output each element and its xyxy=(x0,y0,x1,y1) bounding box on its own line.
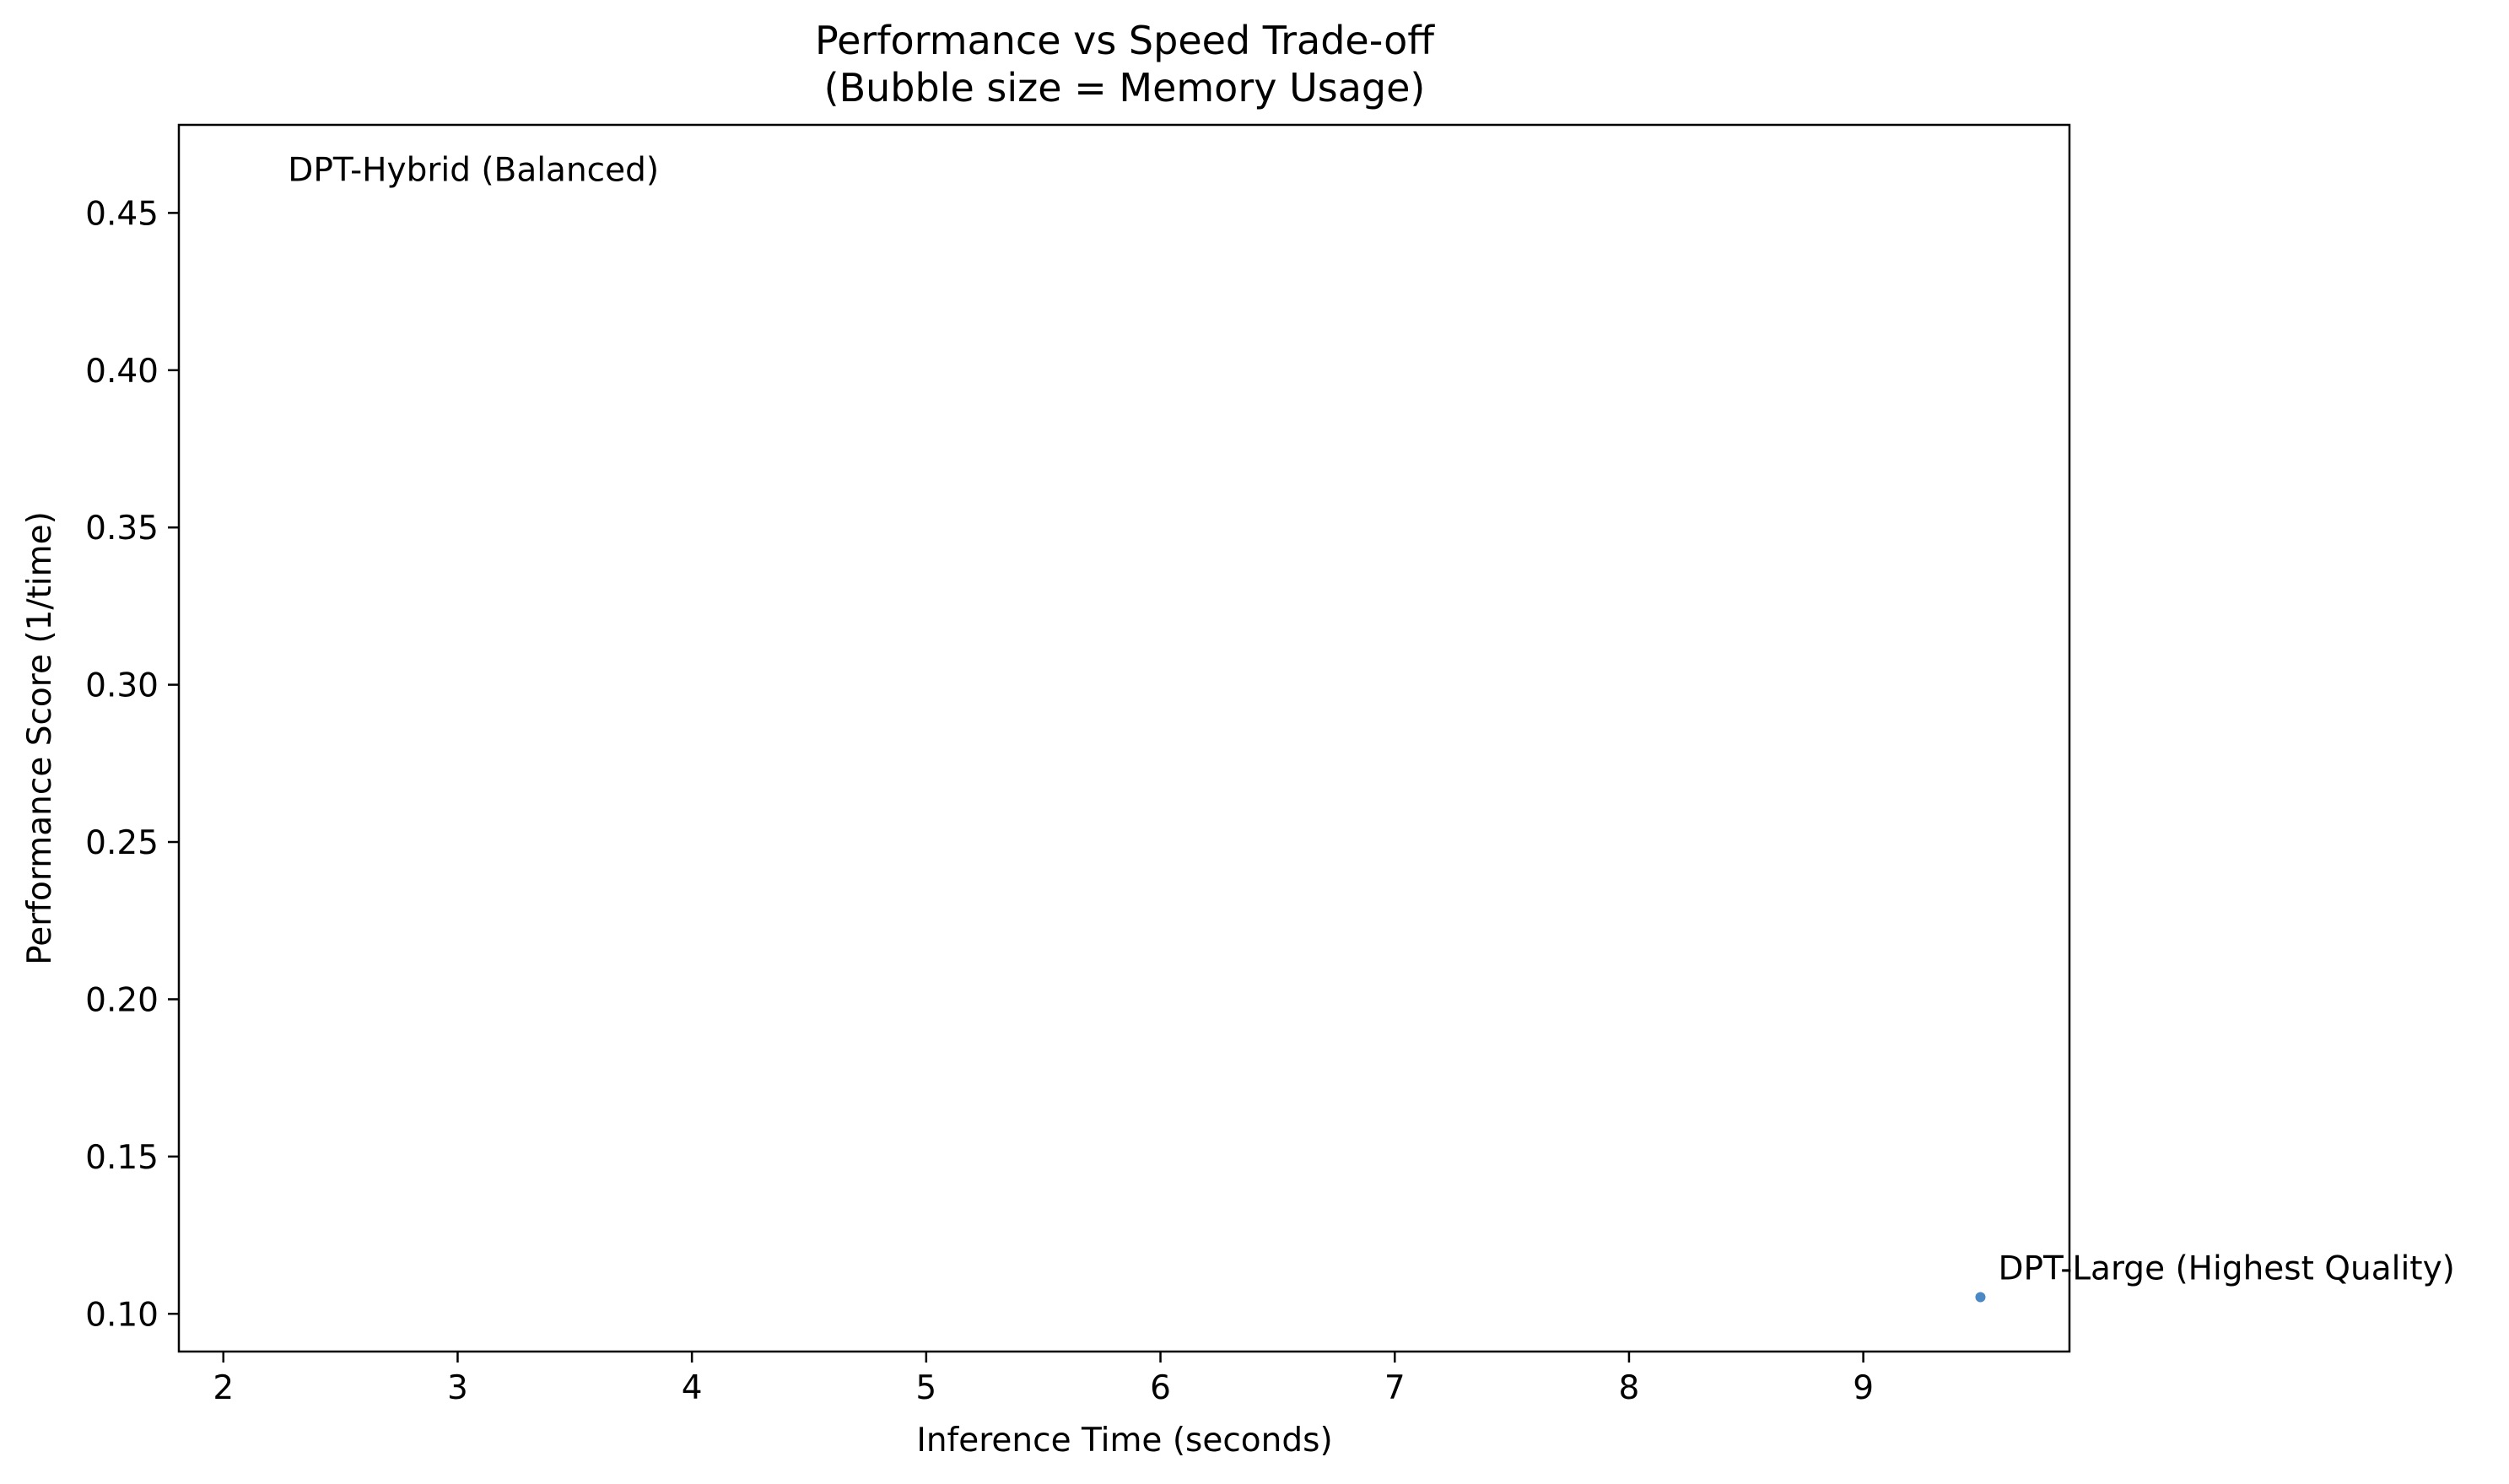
y-tick-label: 0.35 xyxy=(85,510,159,548)
y-axis-ticks: 0.10 0.15 0.20 0.25 0.30 0.35 0.40 0.45 xyxy=(85,195,179,1334)
chart-title: Performance vs Speed Trade-off xyxy=(815,18,1435,63)
y-tick-label: 0.45 xyxy=(85,195,159,233)
y-tick-label: 0.25 xyxy=(85,824,159,862)
point-annotations: DPT-Hybrid (Balanced) DPT-Large (Highest … xyxy=(288,152,2455,1288)
y-tick-label: 0.20 xyxy=(85,981,159,1019)
y-tick-label: 0.15 xyxy=(85,1139,159,1177)
x-tick-label: 6 xyxy=(1150,1369,1171,1407)
y-axis-label: Performance Score (1/time) xyxy=(21,511,59,965)
y-tick-label: 0.40 xyxy=(85,353,159,391)
y-tick-label: 0.30 xyxy=(85,667,159,705)
x-tick-label: 2 xyxy=(213,1369,234,1407)
x-axis-label: Inference Time (seconds) xyxy=(916,1422,1332,1460)
data-points xyxy=(1975,1292,1986,1303)
y-tick-label: 0.10 xyxy=(85,1296,159,1334)
x-tick-label: 9 xyxy=(1853,1369,1874,1407)
data-point xyxy=(1975,1292,1986,1303)
point-annotation: DPT-Large (Highest Quality) xyxy=(1998,1250,2454,1288)
x-tick-label: 3 xyxy=(447,1369,468,1407)
plot-area xyxy=(177,123,2071,1353)
x-tick-label: 5 xyxy=(915,1369,936,1407)
x-tick-label: 8 xyxy=(1619,1369,1640,1407)
x-tick-label: 4 xyxy=(682,1369,703,1407)
chart-subtitle: (Bubble size = Memory Usage) xyxy=(824,65,1426,111)
point-annotation: DPT-Hybrid (Balanced) xyxy=(288,152,659,190)
x-axis-ticks: 2 3 4 5 6 7 8 9 xyxy=(213,1352,1874,1407)
x-tick-label: 7 xyxy=(1384,1369,1406,1407)
